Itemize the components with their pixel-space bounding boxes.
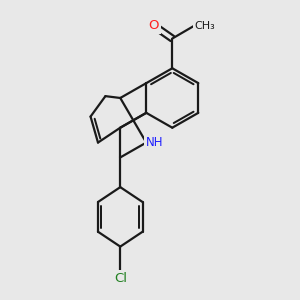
Text: Cl: Cl [114, 272, 127, 285]
Text: O: O [148, 19, 159, 32]
Text: NH: NH [146, 136, 164, 149]
Text: CH₃: CH₃ [194, 20, 215, 31]
